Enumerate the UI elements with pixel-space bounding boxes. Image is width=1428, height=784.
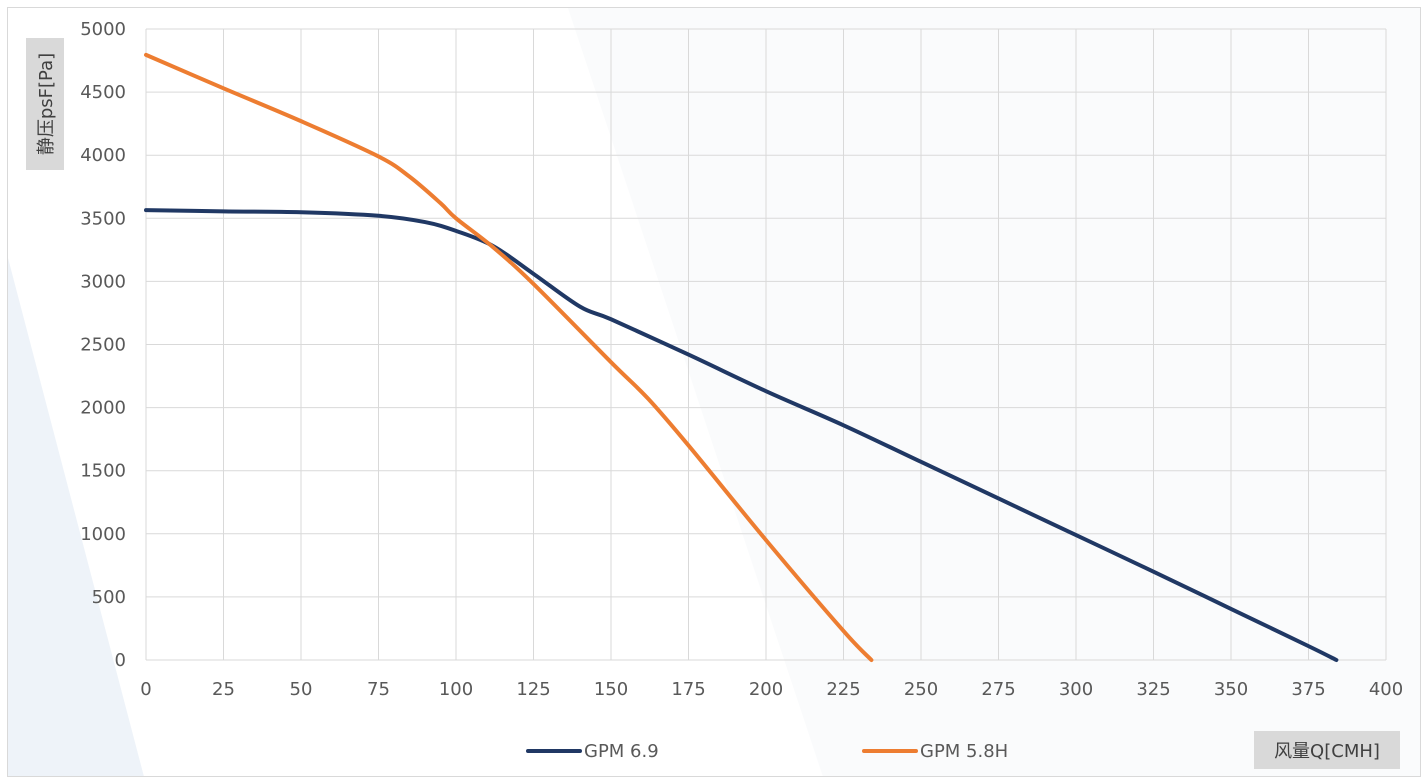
x-tick-label: 200 xyxy=(749,679,783,700)
x-tick-label: 275 xyxy=(981,679,1015,700)
y-tick-label: 5000 xyxy=(80,19,126,40)
tick-labels: 0 25 50 75 100 125 150 175 200 225 250 275 300 325 350… xyxy=(80,19,1403,700)
legend-label-gpm-6-9: GPM 6.9 xyxy=(584,740,659,762)
y-axis-title-text: 静压psF[Pa] xyxy=(36,52,57,156)
background-decoration xyxy=(8,8,1420,776)
x-tick-label: 325 xyxy=(1136,679,1170,700)
x-tick-label: 50 xyxy=(290,679,313,700)
y-tick-label: 3000 xyxy=(80,271,126,292)
x-tick-label: 150 xyxy=(594,679,628,700)
y-tick-label: 2000 xyxy=(80,398,126,419)
y-tick-label: 1000 xyxy=(80,524,126,545)
y-tick-label: 0 xyxy=(115,650,126,671)
legend-swatch-gpm-6-9 xyxy=(526,749,582,753)
y-axis-title: 静压psF[Pa] xyxy=(26,38,64,170)
x-tick-label: 250 xyxy=(904,679,938,700)
legend-item-gpm-6-9: GPM 6.9 xyxy=(526,736,659,766)
legend: GPM 6.9 GPM 5.8H xyxy=(0,736,1428,766)
y-tick-label: 2500 xyxy=(80,335,126,356)
x-tick-label: 400 xyxy=(1369,679,1403,700)
x-tick-label: 125 xyxy=(516,679,550,700)
x-tick-label: 300 xyxy=(1059,679,1093,700)
x-tick-label: 75 xyxy=(367,679,390,700)
series-line-gpm-6-9 xyxy=(144,208,1339,662)
series-line-gpm-5-8h xyxy=(144,52,874,662)
y-tick-label: 500 xyxy=(92,587,126,608)
x-tick-label: 175 xyxy=(671,679,705,700)
legend-label-gpm-5-8h: GPM 5.8H xyxy=(920,740,1009,762)
gridlines xyxy=(145,28,1387,661)
legend-swatch-gpm-5-8h xyxy=(862,749,918,753)
chart-frame xyxy=(7,7,1421,777)
y-tick-label: 1500 xyxy=(80,461,126,482)
x-axis-title: 风量Q[CMH] xyxy=(1254,731,1400,769)
legend-item-gpm-5-8h: GPM 5.8H xyxy=(862,736,1008,766)
x-tick-label: 100 xyxy=(439,679,473,700)
x-tick-label: 225 xyxy=(826,679,860,700)
x-tick-label: 25 xyxy=(212,679,235,700)
y-tick-label: 4000 xyxy=(80,145,126,166)
series-lines xyxy=(144,52,1339,662)
x-tick-label: 375 xyxy=(1291,679,1325,700)
x-tick-label: 0 xyxy=(140,679,151,700)
x-axis-title-text: 风量Q[CMH] xyxy=(1274,741,1380,762)
x-tick-label: 350 xyxy=(1214,679,1248,700)
y-tick-label: 3500 xyxy=(80,208,126,229)
y-tick-label: 4500 xyxy=(80,82,126,103)
